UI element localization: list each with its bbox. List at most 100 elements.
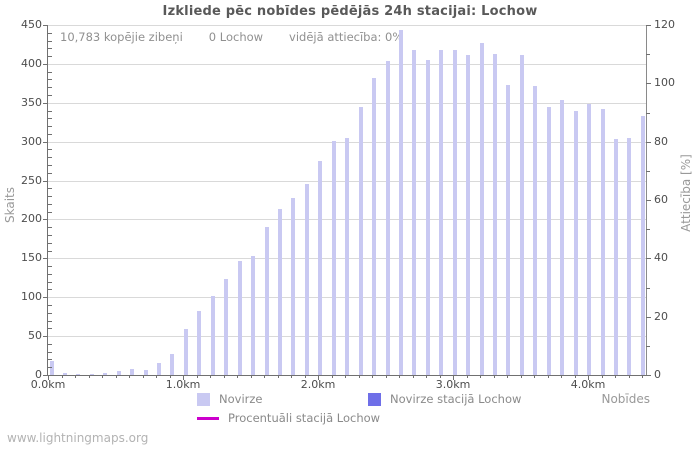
x-axis-minor-tick: [129, 375, 130, 378]
y-axis-tick-label-left: 200: [21, 212, 42, 226]
x-axis-tick-label: 3.0km: [435, 378, 471, 391]
left-axis-minor-tick: [48, 196, 52, 198]
right-axis-minor-tick: [646, 229, 650, 231]
left-axis-minor-tick: [48, 95, 52, 96]
legend-item-percent-station: Procentuāli stacijā Lochow: [197, 411, 380, 425]
left-axis-major-tick: [43, 102, 47, 104]
summary-stats: 10,783 kopējie zibeņi 0 Lochow vidējā atti…: [60, 30, 429, 44]
right-axis-minor-tick: [646, 345, 650, 347]
bar: [439, 49, 444, 375]
left-axis-minor-tick: [48, 242, 52, 244]
left-axis-minor-tick: [48, 126, 52, 128]
left-axis-minor-tick: [48, 32, 52, 34]
y-axis-tick-label-left: 0: [35, 368, 42, 381]
x-axis-tick-label: 0.0km: [30, 378, 66, 391]
x-axis-minor-tick: [615, 375, 616, 378]
x-axis-minor-tick: [196, 375, 198, 378]
bar: [157, 363, 162, 375]
novirze-station-swatch-icon: [368, 392, 381, 406]
novirze-swatch-icon: [197, 392, 210, 406]
chart-title: Izkliede pēc nobīdes pēdējās 24h stacija…: [162, 4, 538, 19]
bar: [103, 373, 108, 375]
bar: [573, 111, 578, 375]
bar: [237, 260, 242, 375]
bar: [345, 137, 350, 375]
bar: [197, 311, 202, 375]
y-axis-label-left: Skaits: [3, 187, 17, 223]
y-axis-tick-label-right: 80: [654, 134, 668, 148]
left-axis-minor-tick: [48, 320, 52, 322]
right-axis-major-tick: [646, 258, 651, 260]
left-axis-major-tick: [43, 25, 47, 26]
x-axis-minor-tick: [88, 375, 90, 378]
left-axis-minor-tick: [48, 227, 52, 229]
legend-label: Procentuāli stacijā Lochow: [228, 411, 381, 425]
x-axis-minor-tick: [264, 375, 265, 378]
right-axis-minor-tick: [646, 54, 650, 56]
y-axis-tick-label-left: 300: [21, 134, 42, 148]
bar: [89, 374, 94, 375]
left-axis-major-tick: [43, 63, 47, 65]
x-axis-minor-tick: [358, 375, 360, 378]
x-axis-minor-tick: [75, 375, 76, 378]
x-axis-major-tick: [48, 375, 49, 380]
legend-label: Novirze stacijā Lochow: [390, 392, 522, 406]
right-axis-minor-tick: [646, 112, 650, 114]
y-axis-tick-label-left: 50: [28, 329, 42, 343]
x-axis-minor-tick: [561, 375, 562, 378]
gridline: [48, 63, 646, 65]
bar: [358, 106, 363, 375]
x-axis-minor-tick: [426, 375, 427, 378]
left-axis-minor-tick: [48, 367, 52, 369]
bar: [291, 198, 296, 375]
x-axis-minor-tick: [399, 375, 400, 378]
bar: [546, 106, 551, 375]
bar: [372, 77, 377, 375]
bar: [318, 161, 323, 375]
x-axis-minor-tick: [291, 375, 292, 378]
bar: [398, 29, 403, 375]
right-axis-major-tick: [646, 200, 651, 201]
bar: [533, 86, 538, 375]
gridline: [48, 25, 646, 26]
x-axis-minor-tick: [223, 375, 225, 378]
x-axis-minor-tick: [412, 375, 414, 378]
bar: [331, 140, 336, 375]
x-axis-minor-tick: [628, 375, 630, 378]
left-axis-minor-tick: [48, 118, 52, 120]
x-axis-minor-tick: [304, 375, 306, 378]
plot-area: 10,783 kopējie zibeņi 0 Lochow vidējā atti…: [21, 18, 675, 391]
bar: [425, 60, 430, 375]
left-axis-minor-tick: [48, 359, 52, 361]
left-axis-minor-tick: [48, 289, 52, 291]
x-axis-minor-tick: [493, 375, 495, 378]
left-axis-major-tick: [43, 375, 47, 376]
x-axis-minor-tick: [601, 375, 603, 378]
left-axis-minor-tick: [48, 250, 52, 252]
left-axis-minor-tick: [48, 157, 52, 159]
gridline: [48, 102, 646, 104]
x-axis-minor-tick: [385, 375, 387, 378]
x-axis-major-tick: [183, 375, 184, 380]
average-ratio-stat: vidējā attiecība: 0%: [289, 30, 404, 44]
left-axis-minor-tick: [48, 305, 52, 306]
x-axis-minor-tick: [169, 375, 171, 378]
x-axis-major-tick: [588, 375, 589, 380]
x-axis-minor-tick: [466, 375, 468, 378]
left-axis-minor-tick: [48, 56, 52, 58]
left-axis-minor-tick: [48, 48, 52, 50]
x-axis-minor-tick: [480, 375, 481, 378]
x-axis-minor-tick: [520, 375, 522, 378]
y-axis-tick-label-left: 100: [21, 290, 42, 304]
x-axis-minor-tick: [642, 375, 643, 378]
left-axis-minor-tick: [48, 235, 52, 236]
right-axis-major-tick: [646, 83, 651, 85]
bar: [210, 296, 215, 375]
y-axis-tick-label-left: 350: [21, 95, 42, 109]
bar: [116, 371, 121, 375]
right-axis-major-tick: [646, 141, 651, 143]
y-axis-tick-label-left: 250: [21, 173, 42, 187]
y-axis-tick-label-right: 100: [654, 76, 675, 90]
bar: [587, 104, 592, 375]
right-axis-major-tick: [646, 316, 651, 318]
